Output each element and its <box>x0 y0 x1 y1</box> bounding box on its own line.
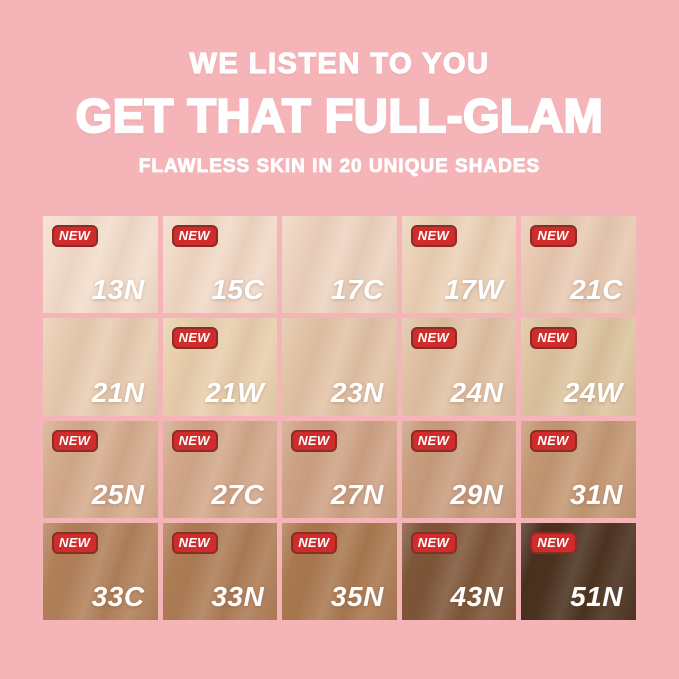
shade-cell-51n: NEW 51N <box>521 522 636 620</box>
shade-cell-15c: NEW 15C <box>162 216 278 314</box>
shade-code-label: 17C <box>330 274 384 306</box>
shade-cell-29n: NEW 29N <box>401 420 517 518</box>
header-tagline: WE LISTEN TO YOU <box>189 47 490 80</box>
shade-code-label: 29N <box>450 478 504 510</box>
shade-cell-17c: 17C <box>282 216 397 314</box>
shade-cell-25n: NEW 25N <box>43 420 158 518</box>
shade-code-label: 21W <box>205 376 265 408</box>
shade-cell-13n: NEW 13N <box>43 216 158 314</box>
new-badge: NEW <box>171 531 218 554</box>
shade-code-label: 33N <box>211 581 265 612</box>
new-badge: NEW <box>530 429 577 452</box>
shade-grid: NEW 13N NEW 15C 17C NEW 17W NEW 21C 21N NEW 21W 23N N… <box>43 216 636 620</box>
shade-code-label: 51N <box>570 581 623 612</box>
new-badge: NEW <box>291 429 338 452</box>
shade-cell-33c: NEW 33C <box>43 522 158 620</box>
new-badge: NEW <box>291 531 338 554</box>
shade-code-label: 21C <box>570 274 623 306</box>
new-badge: NEW <box>530 327 577 350</box>
page-title: GET THAT FULL-GLAM <box>75 88 604 143</box>
new-badge: NEW <box>171 327 218 350</box>
shade-code-label: 17W <box>444 274 504 306</box>
shade-cell-24w: NEW 24W <box>521 318 636 416</box>
shade-code-label: 31N <box>570 478 623 510</box>
new-badge: NEW <box>52 531 99 554</box>
shade-code-label: 24N <box>450 376 504 408</box>
new-badge: NEW <box>410 531 458 554</box>
new-badge: NEW <box>52 225 99 247</box>
shade-cell-23n: 23N <box>282 318 397 416</box>
shade-code-label: 35N <box>330 581 384 612</box>
new-badge: NEW <box>171 429 218 452</box>
new-badge: NEW <box>410 429 458 452</box>
shade-code-label: 13N <box>91 274 145 306</box>
shade-cell-33n: NEW 33N <box>162 522 278 620</box>
shade-cell-21n: 21N <box>43 318 158 416</box>
shade-cell-35n: NEW 35N <box>282 522 397 620</box>
shade-code-label: 27C <box>211 478 265 510</box>
header-subtitle: FLAWLESS SKIN IN 20 UNIQUE SHADES <box>138 156 541 178</box>
shade-cell-27c: NEW 27C <box>162 420 278 518</box>
shade-cell-21c: NEW 21C <box>521 216 636 314</box>
header: WE LISTEN TO YOU GET THAT FULL-GLAM FLAW… <box>0 47 679 178</box>
shade-cell-27n: NEW 27N <box>282 420 397 518</box>
shade-cell-21w: NEW 21W <box>162 318 278 416</box>
shade-cell-43n: NEW 43N <box>401 522 517 620</box>
new-badge: NEW <box>530 225 577 247</box>
new-badge: NEW <box>52 429 99 452</box>
shade-code-label: 15C <box>211 274 265 306</box>
shade-code-label: 21N <box>91 376 145 408</box>
shade-code-label: 24W <box>563 376 623 408</box>
new-badge: NEW <box>410 225 458 247</box>
shade-code-label: 25N <box>91 478 145 510</box>
new-badge: NEW <box>410 327 458 350</box>
shade-code-label: 27N <box>330 478 384 510</box>
shade-cell-24n: NEW 24N <box>401 318 517 416</box>
shade-cell-17w: NEW 17W <box>401 216 517 314</box>
new-badge: NEW <box>530 531 577 554</box>
shade-code-label: 43N <box>450 581 504 612</box>
shade-code-label: 23N <box>330 376 384 408</box>
new-badge: NEW <box>171 225 218 247</box>
shade-code-label: 33C <box>91 581 145 612</box>
shade-cell-31n: NEW 31N <box>521 420 636 518</box>
